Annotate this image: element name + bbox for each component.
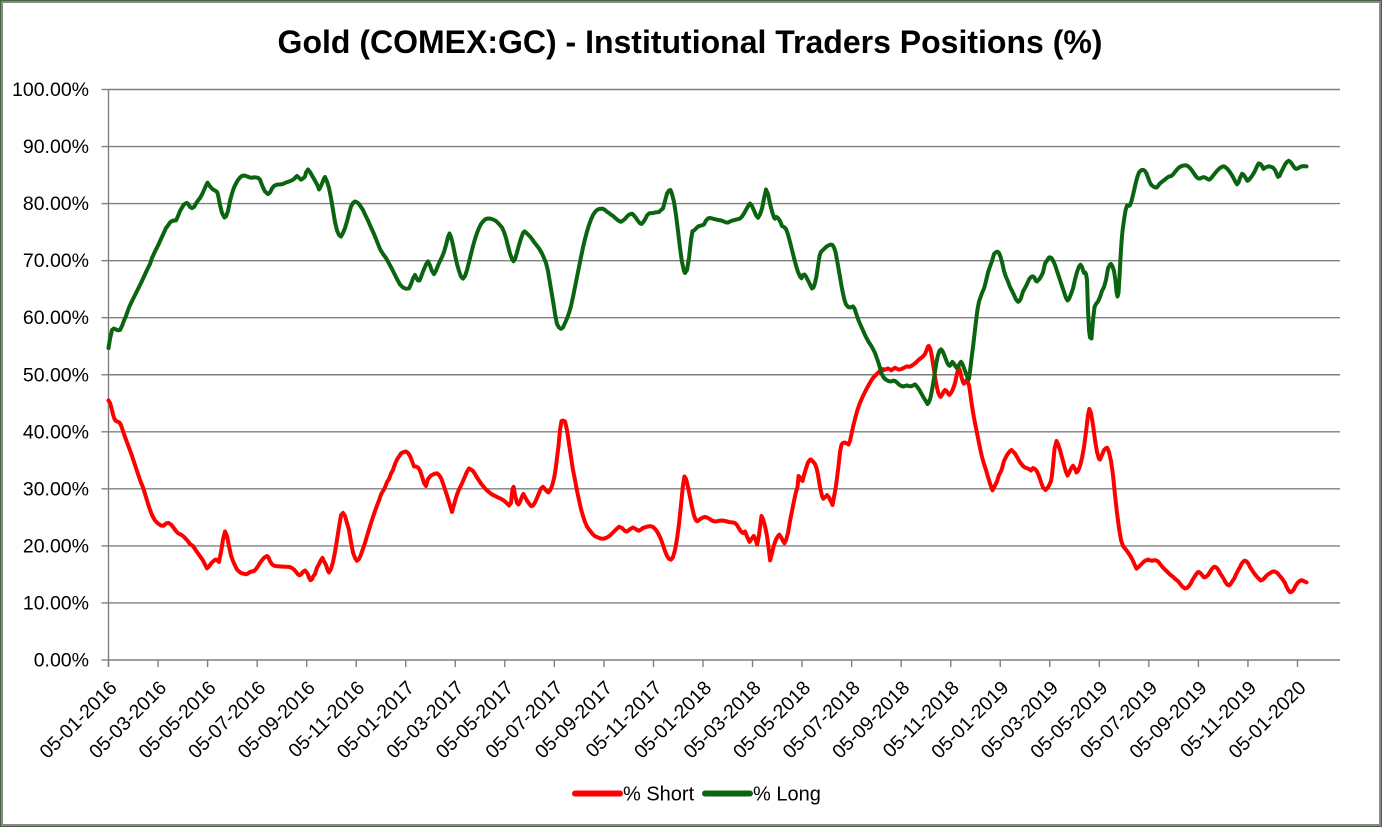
svg-text:10.00%: 10.00% xyxy=(23,592,89,614)
svg-text:40.00%: 40.00% xyxy=(23,421,89,443)
svg-text:80.00%: 80.00% xyxy=(23,193,89,215)
svg-text:60.00%: 60.00% xyxy=(23,307,89,329)
svg-text:20.00%: 20.00% xyxy=(23,535,89,557)
svg-text:90.00%: 90.00% xyxy=(23,136,89,158)
svg-text:70.00%: 70.00% xyxy=(23,250,89,272)
svg-text:0.00%: 0.00% xyxy=(34,650,89,672)
svg-text:% Short: % Short xyxy=(623,784,695,806)
svg-text:50.00%: 50.00% xyxy=(23,364,89,386)
svg-text:Gold (COMEX:GC) - Institutiona: Gold (COMEX:GC) - Institutional Traders … xyxy=(278,24,1103,60)
svg-text:30.00%: 30.00% xyxy=(23,478,89,500)
svg-text:% Long: % Long xyxy=(753,784,821,806)
svg-text:100.00%: 100.00% xyxy=(12,79,89,101)
